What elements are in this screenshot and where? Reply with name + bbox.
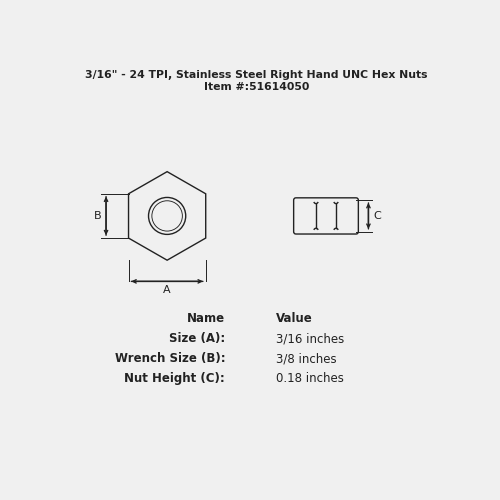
Text: Size (A):: Size (A): (169, 332, 225, 345)
Text: Wrench Size (B):: Wrench Size (B): (114, 352, 225, 365)
Text: 0.18 inches: 0.18 inches (276, 372, 344, 385)
Text: Item #:51614050: Item #:51614050 (204, 82, 309, 92)
Text: Name: Name (187, 312, 225, 325)
Text: C: C (373, 211, 381, 221)
Text: 3/16 inches: 3/16 inches (276, 332, 344, 345)
Text: 3/16" - 24 TPI, Stainless Steel Right Hand UNC Hex Nuts: 3/16" - 24 TPI, Stainless Steel Right Ha… (85, 70, 427, 80)
Text: Value: Value (276, 312, 312, 325)
Text: A: A (164, 285, 171, 295)
Text: Nut Height (C):: Nut Height (C): (124, 372, 225, 385)
Text: 3/8 inches: 3/8 inches (276, 352, 336, 365)
Text: B: B (94, 211, 102, 221)
